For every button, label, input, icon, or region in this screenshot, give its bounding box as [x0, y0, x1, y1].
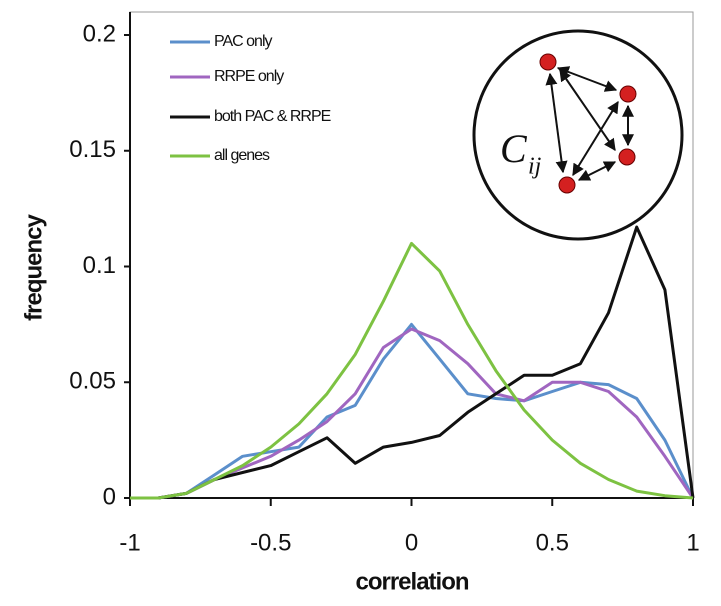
legend-label: both PAC & RRPE	[214, 108, 331, 125]
series-line	[130, 327, 695, 500]
inset-label: C	[500, 126, 528, 171]
inset-diagram: C ij	[472, 29, 684, 241]
legend-label: RRPE only	[214, 68, 284, 85]
x-tick-label: 1	[686, 529, 699, 556]
legend-label: PAC only	[214, 33, 273, 50]
x-tick-label: -1	[119, 529, 140, 556]
y-tick-label: 0.2	[83, 20, 116, 47]
x-tick-label: 0	[405, 529, 418, 556]
x-axis-label: correlation	[355, 568, 468, 595]
x-tick-label: -0.5	[250, 529, 291, 556]
y-axis-label: frequency	[20, 213, 47, 320]
series-line	[130, 322, 695, 500]
y-tick-label: 0.05	[69, 368, 116, 395]
y-tick-label: 0.15	[69, 136, 116, 163]
series-line	[130, 225, 695, 500]
series-line	[130, 241, 694, 500]
x-tick-label: 0.5	[536, 529, 569, 556]
legend-label: all genes	[214, 147, 270, 164]
y-tick-label: 0	[103, 483, 116, 510]
y-tick-label: 0.1	[83, 252, 116, 279]
inset-arrows	[545, 66, 634, 181]
inset-label-subscript: ij	[528, 154, 542, 180]
inset-nodes	[539, 53, 637, 194]
